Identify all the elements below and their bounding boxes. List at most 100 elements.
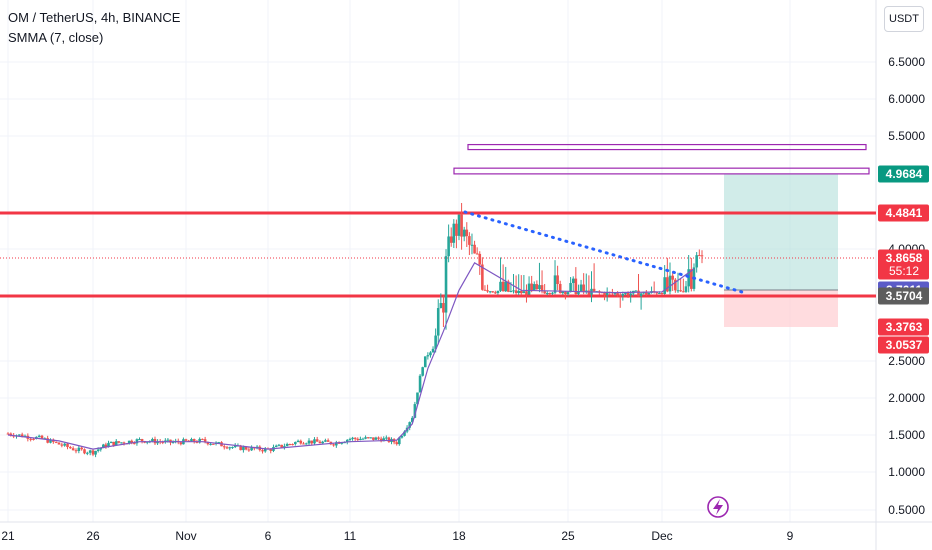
lightning-icon[interactable]: [707, 496, 729, 518]
candle: [299, 440, 303, 444]
currency-button[interactable]: USDT: [884, 6, 924, 32]
price-tag-label: 3.0537: [886, 338, 923, 352]
y-tick-label: 0.5000: [888, 503, 925, 517]
candle: [315, 439, 319, 442]
candle: [447, 236, 450, 257]
candle: [120, 442, 123, 444]
candle: [244, 446, 248, 450]
candle: [668, 275, 672, 292]
candle: [359, 438, 362, 440]
candle: [117, 441, 121, 443]
candle: [545, 293, 549, 295]
candle: [530, 283, 533, 291]
price-tag: [878, 165, 929, 183]
y-tick-label: 1.0000: [888, 465, 925, 479]
candle: [32, 438, 35, 440]
candle: [626, 292, 630, 296]
candle: [99, 448, 103, 450]
candle: [439, 303, 443, 309]
candle: [130, 440, 134, 444]
price-labels: 4.96844.48413.865855:123.76113.57043.376…: [878, 165, 929, 354]
candle: [74, 450, 78, 452]
indicator-label[interactable]: SMMA (7, close): [8, 30, 104, 45]
price-tag-label: 3.3763: [886, 320, 923, 334]
price-tag-label: 4.4841: [886, 206, 923, 220]
candle: [462, 229, 466, 237]
candle: [690, 269, 693, 289]
x-tick-label: 11: [344, 529, 357, 543]
candle: [198, 438, 201, 443]
candle: [231, 447, 234, 449]
x-tick-label: Dec: [651, 529, 672, 543]
candle: [366, 437, 370, 439]
candle: [663, 277, 666, 294]
lightning-icon-bolt: [713, 499, 723, 515]
candle: [71, 448, 75, 451]
candle: [49, 439, 52, 443]
candle: [421, 367, 424, 376]
candle: [452, 223, 456, 243]
trendline-path: [463, 210, 748, 295]
candle: [296, 440, 300, 443]
candle: [551, 292, 554, 294]
candle: [387, 437, 391, 442]
candle: [364, 437, 367, 439]
candle: [436, 308, 440, 336]
candle: [460, 214, 463, 237]
price-tag: [878, 318, 929, 336]
candle: [695, 255, 698, 268]
candle: [645, 291, 648, 295]
candle: [616, 293, 619, 295]
candle: [553, 275, 557, 293]
zone-box: [467, 143, 867, 151]
candle: [222, 446, 226, 448]
candle: [434, 335, 437, 349]
candle: [332, 444, 335, 446]
price-tag-label: 3.8658: [886, 251, 923, 265]
candle: [94, 450, 97, 455]
candle: [455, 223, 458, 236]
candle: [385, 437, 388, 439]
candle: [18, 434, 21, 436]
candle: [525, 291, 528, 295]
candle: [543, 291, 546, 294]
candle: [605, 291, 609, 296]
candle: [603, 292, 606, 296]
time-axis[interactable]: 21 26 Nov 6 11 18 25 Dec 9: [1, 529, 793, 543]
y-tick-label: 6.5000: [888, 55, 925, 69]
candle: [582, 284, 585, 292]
candle: [288, 444, 292, 446]
candle: [429, 352, 432, 356]
candle: [473, 244, 476, 254]
candle: [277, 444, 281, 446]
zone-box: [453, 167, 870, 175]
candle: [29, 438, 32, 440]
candle: [634, 290, 638, 292]
candle: [247, 449, 251, 451]
candle: [426, 355, 430, 357]
candle: [382, 438, 386, 442]
x-tick-label: 26: [86, 529, 100, 543]
candle: [698, 255, 701, 257]
chart-levels: [0, 211, 876, 298]
candle: [374, 437, 378, 440]
candle: [682, 291, 685, 293]
candle: [345, 439, 349, 443]
candle: [671, 275, 674, 280]
x-tick-label: 21: [1, 529, 15, 543]
candle: [88, 450, 92, 453]
candle: [233, 445, 237, 448]
candle: [151, 439, 154, 442]
candle: [587, 290, 591, 295]
candle: [444, 256, 448, 313]
candle: [418, 375, 422, 393]
candle: [486, 290, 489, 292]
trendline: [463, 210, 748, 295]
y-tick-label: 5.5000: [888, 129, 925, 143]
target-zone: [724, 174, 838, 290]
candle: [283, 446, 286, 448]
candle: [107, 443, 110, 448]
candle: [574, 278, 578, 295]
